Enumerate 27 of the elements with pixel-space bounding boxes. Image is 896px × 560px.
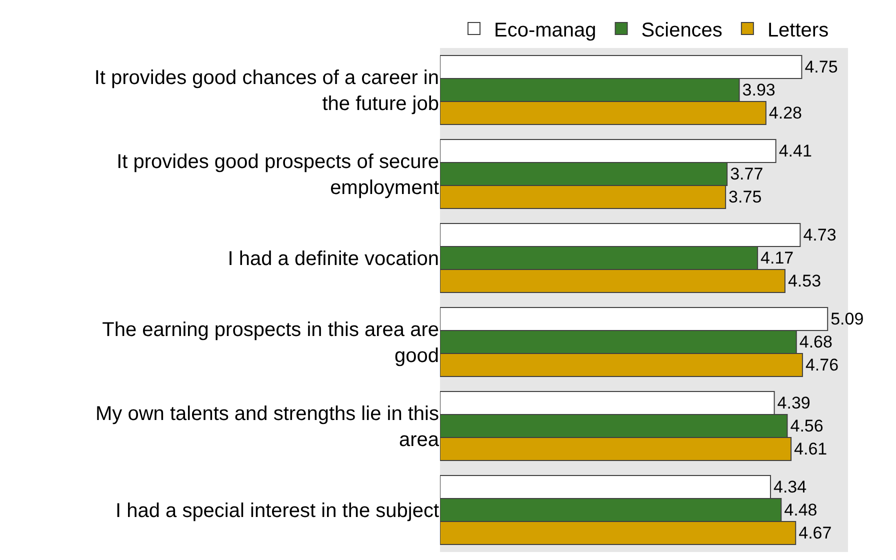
legend-label: Eco-manag [494, 19, 596, 42]
data-label: 3.93 [742, 80, 776, 100]
data-label: 4.67 [798, 523, 832, 542]
data-label: 4.48 [784, 500, 818, 520]
y-tick-label: It provides good chances of a career in the future job [94, 67, 439, 115]
data-label: 3.75 [728, 187, 762, 206]
y-tick-label: It provides good prospects of secure employment [116, 151, 440, 199]
data-label: 4.76 [805, 355, 839, 374]
data-label: 4.53 [788, 271, 822, 290]
y-tick-label: The earning prospects in this area are good [102, 319, 439, 367]
y-tick-label: My own talents and strengths lie in this area [95, 403, 440, 451]
data-label: 4.39 [777, 394, 810, 413]
y-tick-label: I had a definite vocation [228, 248, 439, 270]
legend-label: Letters [767, 19, 829, 42]
data-label: 4.61 [794, 439, 828, 458]
data-label: 3.77 [730, 164, 764, 184]
data-label: 4.41 [778, 142, 812, 161]
data-label: 4.28 [768, 103, 802, 122]
data-label: 4.56 [790, 416, 824, 436]
data-label: 4.17 [760, 248, 794, 268]
y-tick-label: I had a special interest in the subject [115, 500, 440, 522]
data-label: 4.73 [803, 226, 836, 245]
legend-label: Sciences [641, 19, 722, 42]
data-label: 4.34 [773, 478, 807, 497]
data-label: 4.75 [804, 58, 838, 77]
data-label: 4.68 [799, 332, 832, 352]
data-label: 5.09 [830, 310, 864, 329]
